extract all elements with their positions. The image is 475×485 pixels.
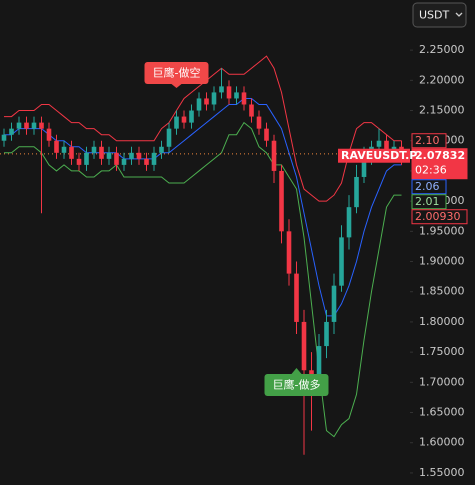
badge-label: 2.06 bbox=[415, 180, 440, 193]
candle-body bbox=[121, 158, 127, 165]
symbol-tag bbox=[338, 148, 410, 163]
y-tick-label: 1.90000 bbox=[419, 255, 465, 268]
candle-body bbox=[39, 122, 44, 129]
candle-body bbox=[189, 110, 194, 123]
candle-body bbox=[61, 146, 67, 153]
annotation-pointer bbox=[291, 368, 302, 374]
candle-body bbox=[361, 158, 367, 177]
y-tick-label: 1.65000 bbox=[419, 406, 465, 419]
candle-body bbox=[316, 346, 322, 383]
annotation-text: 巨鹰-做多 bbox=[273, 378, 321, 392]
candle-body bbox=[31, 122, 37, 129]
y-tick-label: 2.25000 bbox=[419, 43, 465, 56]
candle-body bbox=[294, 273, 299, 322]
candle-body bbox=[241, 92, 247, 105]
y-tick-label: 1.95000 bbox=[419, 224, 465, 237]
candle-body bbox=[69, 146, 74, 159]
candle-body bbox=[256, 116, 262, 129]
candle-body bbox=[331, 285, 337, 322]
y-tick-label: 1.60000 bbox=[419, 436, 465, 449]
candle-body bbox=[211, 92, 217, 105]
badge-label: 2.10 bbox=[415, 134, 440, 147]
candle-body bbox=[151, 152, 157, 165]
candle-body bbox=[159, 146, 164, 153]
badge-label: 2.07832 bbox=[415, 149, 465, 162]
candle-body bbox=[136, 152, 142, 159]
candle-body bbox=[301, 321, 307, 371]
symbol-label: RAVEUSDT.P bbox=[341, 149, 417, 162]
candle-body bbox=[346, 207, 352, 238]
select-box[interactable] bbox=[412, 2, 467, 28]
currency-label: USDT bbox=[419, 9, 450, 22]
candle-body bbox=[114, 152, 119, 165]
candle-body bbox=[226, 86, 232, 99]
y-tick-label: 1.55000 bbox=[419, 466, 465, 479]
y-tick-label: 2.20000 bbox=[419, 73, 465, 86]
band-line bbox=[4, 121, 402, 438]
candle-body bbox=[91, 146, 97, 153]
candle-body bbox=[354, 176, 359, 208]
candle-body bbox=[84, 152, 89, 165]
candle-body bbox=[271, 140, 277, 171]
badge bbox=[411, 179, 447, 195]
candle-body bbox=[24, 122, 29, 129]
chevron bbox=[455, 12, 463, 17]
candle-body bbox=[249, 104, 254, 117]
candle-body bbox=[219, 86, 224, 93]
candle-body bbox=[76, 158, 82, 165]
currency-select[interactable]: USDT bbox=[412, 2, 467, 28]
candle-body bbox=[376, 140, 382, 147]
y-tick-label: 1.85000 bbox=[419, 285, 465, 298]
badge bbox=[411, 209, 468, 225]
candle-body bbox=[286, 231, 292, 274]
y-tick-label: 2.15000 bbox=[419, 104, 465, 117]
candle-body bbox=[9, 128, 14, 135]
candle-body bbox=[1, 134, 7, 141]
y-tick-label: 1.80000 bbox=[419, 315, 465, 328]
candle-body bbox=[16, 122, 22, 129]
candle-body bbox=[339, 237, 344, 286]
annotation-pointer bbox=[171, 84, 182, 88]
countdown: 02:36 bbox=[415, 164, 447, 177]
badge-label: 2.01 bbox=[415, 195, 440, 208]
candle-body bbox=[204, 98, 209, 105]
candle-body bbox=[324, 321, 329, 347]
candle-body bbox=[384, 140, 389, 153]
badge bbox=[411, 148, 468, 180]
y-tick-label: 1.70000 bbox=[419, 375, 465, 388]
badge bbox=[411, 194, 447, 210]
candle-body bbox=[166, 128, 172, 147]
candle-body bbox=[264, 128, 269, 141]
candle-body bbox=[144, 158, 149, 165]
candle-body bbox=[196, 98, 202, 111]
candle-body bbox=[181, 116, 187, 123]
candle-body bbox=[54, 140, 59, 153]
badge bbox=[411, 133, 447, 149]
candle-body bbox=[129, 152, 134, 159]
candle-body bbox=[234, 92, 239, 99]
badge-label: 2.00930 bbox=[415, 210, 461, 223]
annotation-bubble bbox=[264, 374, 329, 396]
candle-body bbox=[279, 170, 284, 232]
candle-body bbox=[106, 152, 112, 159]
candle-body bbox=[174, 116, 179, 129]
candle-body bbox=[46, 128, 52, 141]
candle-body bbox=[99, 146, 104, 159]
y-tick-label: 1.75000 bbox=[419, 345, 465, 358]
annotation-bubble bbox=[144, 62, 209, 84]
annotation-text: 巨鹰-做空 bbox=[153, 66, 201, 80]
